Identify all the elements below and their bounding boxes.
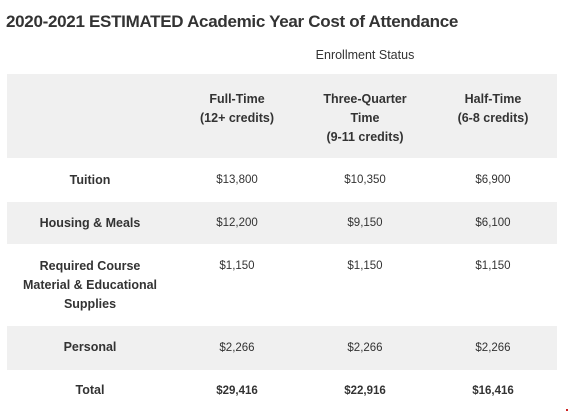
table-row-personal: Personal $2,266 $2,266 $2,266 bbox=[7, 326, 557, 370]
row-label: Tuition bbox=[7, 171, 173, 190]
row-label-line-3: Supplies bbox=[63, 297, 117, 311]
table-row-course-materials: Required Course Material & Educational S… bbox=[7, 244, 557, 326]
cell-half-time: $2,266 bbox=[475, 342, 511, 354]
row-label-line: Total bbox=[75, 383, 105, 397]
table-row-total: Total $29,416 $22,916 $16,416 bbox=[7, 370, 557, 414]
header-three-quarter-time: Three-Quarter Time (9-11 credits) bbox=[301, 90, 429, 147]
table-row-tuition: Tuition $13,800 $10,350 $6,900 bbox=[7, 158, 557, 202]
row-label: Housing & Meals bbox=[7, 214, 173, 233]
header-three-quarter-line-2: Time bbox=[350, 111, 380, 125]
header-full-time-line-1: Full-Time bbox=[209, 92, 265, 106]
cell-three-quarter-time: $2,266 bbox=[347, 342, 383, 354]
header-three-quarter-line-1: Three-Quarter bbox=[323, 92, 407, 106]
header-full-time-line-2: (12+ credits) bbox=[200, 111, 274, 125]
row-label-line: Tuition bbox=[69, 173, 111, 187]
table-row-housing-meals: Housing & Meals $12,200 $9,150 $6,100 bbox=[7, 202, 557, 244]
cell-three-quarter-time: $1,150 bbox=[347, 260, 383, 272]
cell-half-time: $6,100 bbox=[475, 217, 511, 229]
table-header-row: Full-Time (12+ credits) Three-Quarter Ti… bbox=[7, 74, 557, 158]
row-label: Personal bbox=[7, 338, 173, 357]
row-label: Required Course Material & Educational S… bbox=[7, 257, 173, 314]
cell-half-time: $1,150 bbox=[475, 260, 511, 272]
header-three-quarter-line-3: (9-11 credits) bbox=[326, 130, 404, 144]
page-title: 2020-2021 ESTIMATED Academic Year Cost o… bbox=[6, 12, 459, 31]
cell-half-time: $6,900 bbox=[475, 174, 511, 186]
cell-full-time: $2,266 bbox=[219, 342, 255, 354]
cell-full-time: $13,800 bbox=[216, 174, 258, 186]
cell-half-time-total: $16,416 bbox=[472, 385, 514, 397]
row-label: Total bbox=[7, 381, 173, 400]
row-label-line: Personal bbox=[63, 340, 117, 354]
cell-full-time: $12,200 bbox=[216, 217, 258, 229]
row-label-line: Housing & Meals bbox=[39, 216, 141, 230]
cell-three-quarter-time: $9,150 bbox=[347, 217, 383, 229]
cell-full-time: $1,150 bbox=[219, 260, 255, 272]
row-label-line-1: Required Course bbox=[39, 259, 141, 273]
row-label-line-2: Material & Educational bbox=[22, 278, 158, 292]
header-full-time: Full-Time (12+ credits) bbox=[173, 90, 301, 128]
corner-mark bbox=[566, 409, 568, 411]
enrollment-status-heading: Enrollment Status bbox=[315, 48, 415, 62]
cell-three-quarter-time: $10,350 bbox=[344, 174, 386, 186]
header-half-time-line-2: (6-8 credits) bbox=[457, 111, 529, 125]
cell-three-quarter-time-total: $22,916 bbox=[344, 385, 386, 397]
cell-full-time-total: $29,416 bbox=[216, 385, 258, 397]
header-half-time-line-1: Half-Time bbox=[464, 92, 522, 106]
header-half-time: Half-Time (6-8 credits) bbox=[429, 90, 557, 128]
